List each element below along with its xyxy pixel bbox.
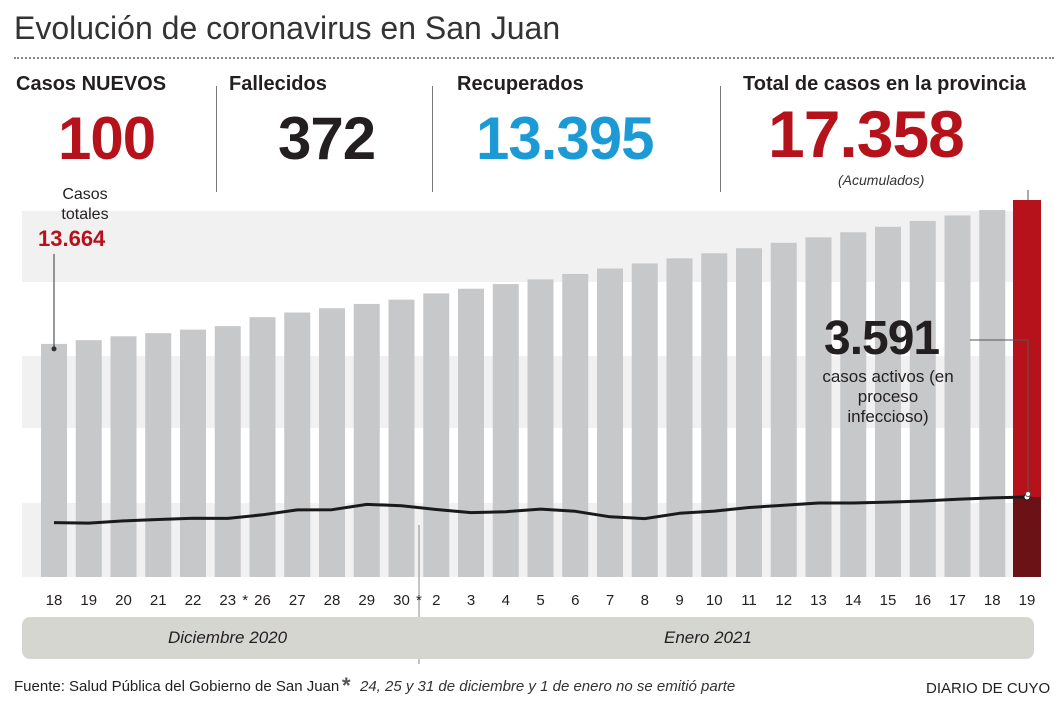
x-tick-label: 14 [845,592,862,609]
bar [145,333,172,577]
stat-separator [432,86,433,192]
total-note: (Acumulados) [838,172,925,188]
bar [284,312,311,577]
bar-highlight-total [1013,200,1041,497]
x-tick-label: 5 [536,592,544,609]
gap-marker: * [416,592,422,609]
x-tick-label: 15 [880,592,897,609]
x-axis-labels: 18 19 20 21 22 23 26 27 28 29 30 2 3 4 5 6 7 8 9 10 11 12 13 14… [46,592,1036,609]
bar [979,210,1006,577]
x-tick-label: 12 [775,592,792,609]
bar [458,288,484,577]
x-tick-label: 17 [949,592,966,609]
x-tick-label: 7 [606,592,614,609]
stat-value-recuperados: 13.395 [476,105,655,172]
bar [388,299,415,577]
x-tick-label: 18 [46,592,63,609]
stat-label-recuperados: Recuperados [457,73,584,95]
stat-label-total: Total de casos en la provincia [743,73,1027,95]
chart-highlight-bar [1013,200,1041,577]
chart-guides [51,190,1031,664]
footnote: 24, 25 y 31 de diciembre y 1 de enero no… [360,678,736,695]
bar [492,284,519,577]
chart-bars [41,210,1006,578]
month-label-december: Diciembre 2020 [168,628,288,647]
total-pointer-dot [51,346,57,352]
bar [770,242,797,577]
bar [423,293,450,577]
casos-totales-value: 13.664 [38,226,106,251]
x-tick-label: 19 [1019,592,1036,609]
bar [180,329,206,577]
x-tick-label: 3 [467,592,475,609]
x-tick-label: 23 [219,592,236,609]
casos-totales-label: Casos totales [61,186,109,223]
x-tick-label: 6 [571,592,579,609]
x-tick-label: 19 [80,592,97,609]
bar [75,340,102,577]
x-tick-label: 21 [150,592,167,609]
brand-name: DIARIO DE CUYO [926,680,1051,697]
chart-title: Evolución de coronavirus en San Juan [14,10,561,46]
bar [353,303,380,577]
bar [666,258,693,577]
month-band-december [22,617,418,659]
active-cases-line [53,495,1028,525]
x-tick-label: 2 [432,592,440,609]
x-tick-label: 20 [115,592,132,609]
bar [840,232,867,577]
asterisk-mark: * [342,673,351,698]
x-tick-label: 16 [914,592,931,609]
bar [944,215,971,577]
stat-label-fallecidos: Fallecidos [229,73,327,95]
x-tick-label: 29 [358,592,375,609]
x-tick-label: 28 [324,592,341,609]
bar [805,237,832,578]
x-tick-label: 26 [254,592,271,609]
stat-value-total: 17.358 [768,97,965,171]
bar-highlight-active [1013,497,1041,577]
bar [110,336,137,577]
x-tick-label: 27 [289,592,306,609]
stat-value-fallecidos: 372 [278,105,376,172]
stat-separator [720,86,721,192]
bar [527,279,554,577]
bar [597,268,623,577]
active-cases-value: 3.591 [824,312,940,365]
x-tick-label: 13 [810,592,827,609]
gap-marker: * [242,592,248,609]
active-cases-label: casos activos (en proceso infeccioso) [822,367,954,426]
month-label-january: Enero 2021 [664,628,752,647]
bar [41,343,67,577]
active-pointer-dot [1025,491,1031,497]
x-tick-label: 9 [675,592,683,609]
bar [319,308,345,577]
x-tick-label: 11 [741,592,757,609]
bar [562,273,589,577]
month-band-january [418,617,1034,659]
bar [214,326,241,577]
source-note: Fuente: Salud Pública del Gobierno de Sa… [14,678,340,695]
x-tick-label: 18 [984,592,1001,609]
active-pointer-line [970,339,1029,493]
bar [909,220,936,577]
bar [736,248,762,577]
x-tick-label: 10 [706,592,723,609]
x-tick-label: 4 [502,592,510,609]
stat-separator [216,86,217,192]
stat-label-nuevos: Casos NUEVOS [16,73,167,95]
bar [701,253,728,577]
title-divider [14,57,1054,59]
bar [249,317,276,577]
bar [875,226,901,577]
stat-value-nuevos: 100 [58,105,156,172]
x-tick-label: 30 [393,592,410,609]
x-tick-label: 8 [641,592,649,609]
x-tick-label: 22 [185,592,202,609]
bar [631,263,658,577]
